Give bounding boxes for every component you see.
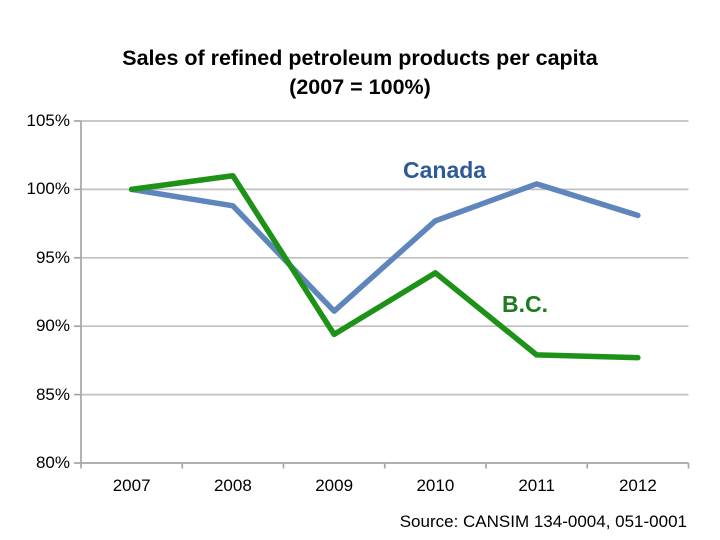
x-axis-tick-label: 2010: [416, 476, 455, 495]
y-axis-tick-label: 80%: [35, 453, 70, 472]
y-axis-tick-label: 105%: [26, 111, 70, 130]
chart-title: Sales of refined petroleum products per …: [0, 44, 720, 102]
x-axis-tick-label: 2008: [213, 476, 252, 495]
x-axis-tick-label: 2009: [315, 476, 354, 495]
y-axis-tick-label: 100%: [26, 179, 70, 199]
x-axis-tick-label: 2007: [112, 476, 151, 495]
series-line-b-c: [128, 172, 641, 361]
series-label-canada: Canada: [403, 157, 487, 183]
series-line-canada: [128, 181, 641, 314]
x-axis-tick-label: 2012: [618, 476, 657, 495]
chart-title-line1: Sales of refined petroleum products per …: [122, 46, 598, 70]
y-axis-tick-label: 85%: [35, 384, 70, 404]
series-label-bc: B.C.: [502, 291, 548, 317]
y-axis-tick-label: 90%: [35, 316, 70, 336]
y-axis-tick-label: 95%: [35, 247, 70, 267]
x-axis-tick-label: 2011: [518, 476, 555, 495]
source-note: Source: CANSIM 134-0004, 051-0001: [399, 512, 687, 531]
chart-title-line2: (2007 = 100%): [289, 75, 431, 99]
